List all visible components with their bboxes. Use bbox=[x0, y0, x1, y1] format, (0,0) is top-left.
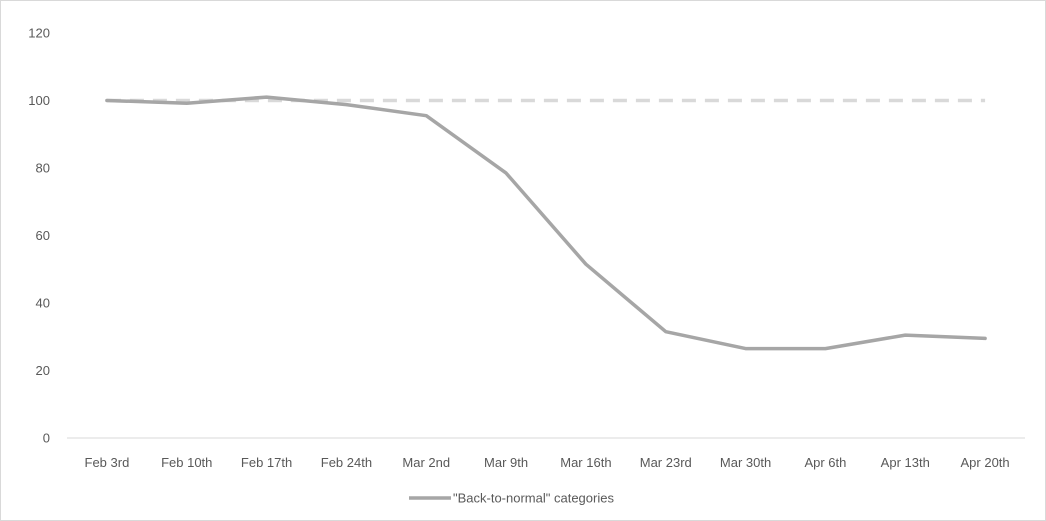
x-tick-label: Mar 9th bbox=[484, 455, 528, 470]
y-tick-label: 0 bbox=[43, 431, 50, 446]
y-tick-label: 40 bbox=[36, 296, 50, 311]
x-tick-label: Apr 20th bbox=[961, 455, 1010, 470]
y-axis-tick-labels: 0 20 40 60 80 100 120 bbox=[28, 26, 50, 446]
y-tick-label: 60 bbox=[36, 228, 50, 243]
legend: "Back-to-normal" categories bbox=[409, 491, 614, 506]
series-line-back-to-normal bbox=[105, 95, 987, 351]
y-tick-label: 80 bbox=[36, 161, 50, 176]
x-tick-label: Feb 3rd bbox=[85, 455, 130, 470]
x-tick-label: Apr 13th bbox=[881, 455, 930, 470]
x-tick-label: Mar 16th bbox=[560, 455, 611, 470]
y-tick-label: 20 bbox=[36, 363, 50, 378]
legend-label: "Back-to-normal" categories bbox=[453, 491, 614, 506]
x-axis-tick-labels: Feb 3rd Feb 10th Feb 17th Feb 24th Mar 2nd Ma… bbox=[85, 455, 1010, 470]
x-tick-label: Mar 2nd bbox=[402, 455, 450, 470]
x-tick-label: Mar 30th bbox=[720, 455, 771, 470]
series-group bbox=[105, 95, 987, 351]
x-tick-label: Apr 6th bbox=[804, 455, 846, 470]
y-tick-label: 100 bbox=[28, 93, 50, 108]
y-tick-label: 120 bbox=[28, 26, 50, 41]
x-tick-label: Feb 17th bbox=[241, 455, 292, 470]
x-tick-label: Feb 10th bbox=[161, 455, 212, 470]
x-tick-label: Mar 23rd bbox=[640, 455, 692, 470]
x-tick-label: Feb 24th bbox=[321, 455, 372, 470]
